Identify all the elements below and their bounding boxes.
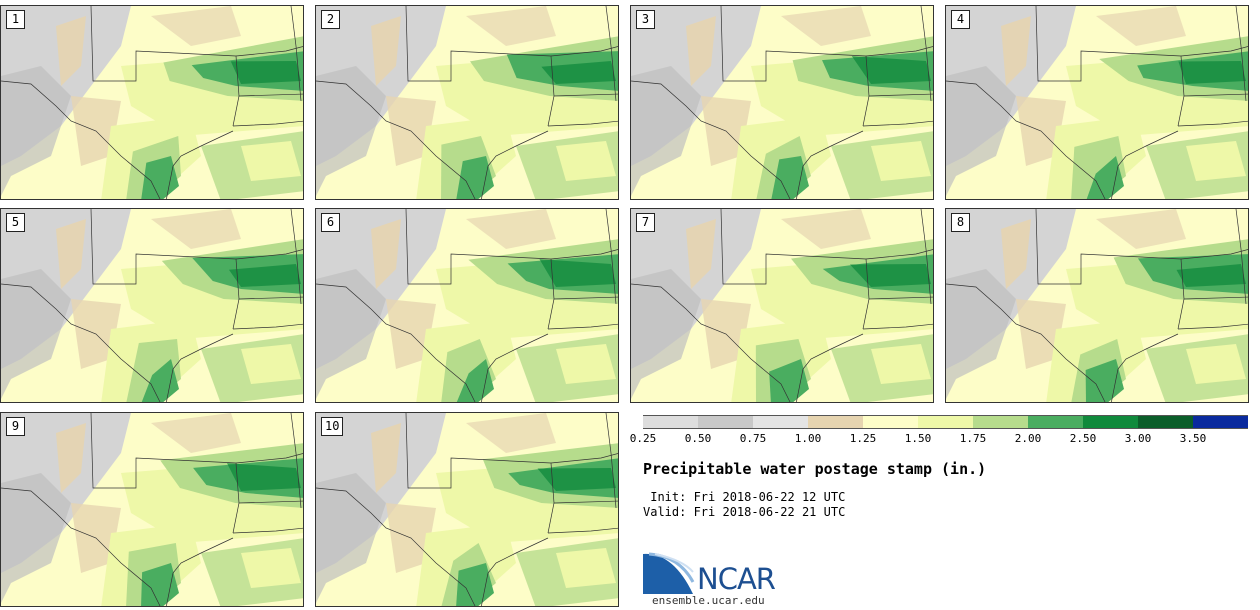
member-number: 7 [636,213,655,232]
ensemble-member-panel: 6 [315,208,619,403]
member-number: 10 [321,417,344,436]
ensemble-member-panel: 10 [315,412,619,607]
colorbar-tick-label: 1.25 [849,432,877,445]
ensemble-member-panel: 8 [945,208,1249,403]
colorbar-segment [698,415,753,429]
ensemble-member-panel: 7 [630,208,934,403]
colorbar-segment [1138,415,1193,429]
colorbar-tick-label: 3.00 [1124,432,1152,445]
colorbar-segment [643,415,698,429]
precip-water-map [631,209,933,402]
colorbar-segment [1083,415,1138,429]
colorbar-segment [1193,415,1248,429]
colorbar-segment [918,415,973,429]
precip-water-map [1,6,303,199]
precip-water-map [1,413,303,606]
colorbar-segment [1028,415,1083,429]
member-number: 1 [6,10,25,29]
precip-water-map [316,413,618,606]
colorbar-segment [863,415,918,429]
ensemble-member-panel: 5 [0,208,304,403]
ensemble-member-panel: 4 [945,5,1249,200]
colorbar-segment [808,415,863,429]
colorbar-tick-label: 2.00 [1014,432,1042,445]
ensemble-member-panel: 2 [315,5,619,200]
member-number: 8 [951,213,970,232]
precip-water-map [316,209,618,402]
precip-water-map [946,6,1248,199]
ncar-logo-icon [643,552,695,594]
chart-title: Precipitable water postage stamp (in.) [643,460,987,478]
init-time: Init: Fri 2018-06-22 12 UTC [643,490,846,504]
colorbar-tick-label: 0.75 [739,432,767,445]
colorbar-segment [753,415,808,429]
colorbar-segment [973,415,1028,429]
member-number: 9 [6,417,25,436]
logo-text: NCAR [697,562,776,596]
precip-water-map [1,209,303,402]
logo-url: ensemble.ucar.edu [652,594,765,607]
precip-water-map [316,6,618,199]
precip-water-map [946,209,1248,402]
member-number: 5 [6,213,25,232]
colorbar-tick-label: 3.50 [1179,432,1207,445]
ensemble-member-panel: 1 [0,5,304,200]
colorbar-tick-label: 1.50 [904,432,932,445]
ensemble-member-panel: 3 [630,5,934,200]
colorbar [643,415,1248,429]
colorbar-tick-label: 0.50 [684,432,712,445]
member-number: 4 [951,10,970,29]
colorbar-tick-label: 1.75 [959,432,987,445]
colorbar-tick-label: 0.25 [629,432,657,445]
member-number: 2 [321,10,340,29]
valid-time: Valid: Fri 2018-06-22 21 UTC [643,505,846,519]
precip-water-map [631,6,933,199]
colorbar-tick-label: 1.00 [794,432,822,445]
colorbar-tick-label: 2.50 [1069,432,1097,445]
ensemble-member-panel: 9 [0,412,304,607]
member-number: 6 [321,213,340,232]
member-number: 3 [636,10,655,29]
